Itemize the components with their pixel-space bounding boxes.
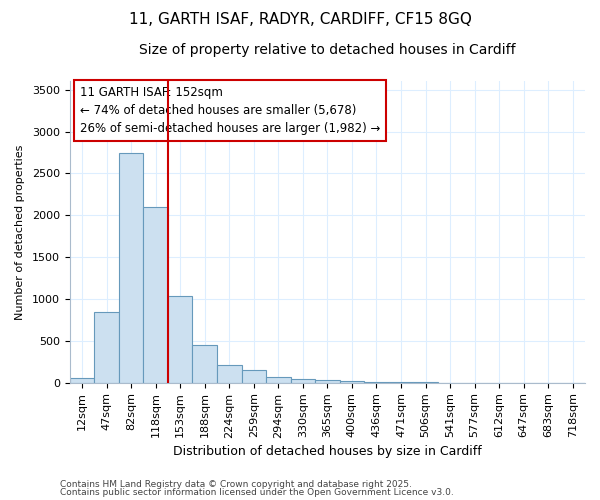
Bar (143, 207, 168, 382)
Y-axis label: Number of detached properties: Number of detached properties (15, 144, 25, 320)
X-axis label: Distribution of detached houses by size in Cardiff: Distribution of detached houses by size … (173, 444, 482, 458)
Text: 11, GARTH ISAF, RADYR, CARDIFF, CF15 8GQ: 11, GARTH ISAF, RADYR, CARDIFF, CF15 8GQ (128, 12, 472, 28)
Title: Size of property relative to detached houses in Cardiff: Size of property relative to detached ho… (139, 42, 516, 56)
Text: Contains public sector information licensed under the Open Government Licence v3: Contains public sector information licen… (60, 488, 454, 497)
Text: Contains HM Land Registry data © Crown copyright and database right 2025.: Contains HM Land Registry data © Crown c… (60, 480, 412, 489)
Bar (266, 378, 290, 382)
Bar (315, 380, 340, 382)
Bar (242, 370, 266, 382)
Bar (340, 381, 364, 382)
Bar (217, 365, 242, 382)
Bar (94, 312, 119, 382)
Bar (119, 154, 143, 382)
Bar (290, 378, 315, 382)
Bar (70, 378, 94, 382)
Bar (193, 345, 217, 383)
Text: 11 GARTH ISAF: 152sqm
← 74% of detached houses are smaller (5,678)
26% of semi-d: 11 GARTH ISAF: 152sqm ← 74% of detached … (80, 86, 380, 135)
Bar (168, 296, 193, 382)
